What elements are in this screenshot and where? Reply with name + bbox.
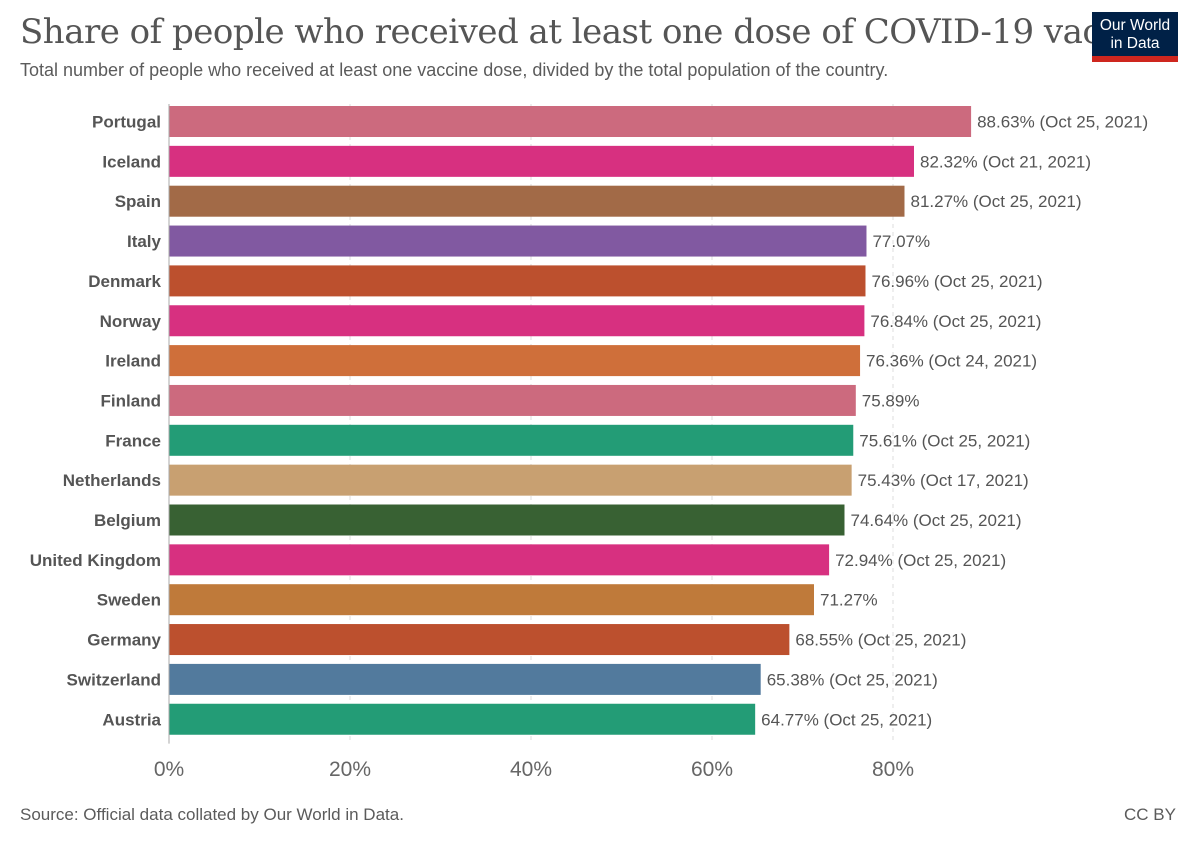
- bar: [169, 424, 854, 456]
- bar: [169, 106, 972, 137]
- category-label: United Kingdom: [30, 551, 161, 570]
- data-label: 75.61% (Oct 25, 2021): [859, 431, 1030, 450]
- data-label: 65.38% (Oct 25, 2021): [767, 670, 938, 689]
- data-label: 74.64% (Oct 25, 2021): [850, 511, 1021, 530]
- bar: [169, 384, 856, 416]
- category-label: Portugal: [92, 113, 161, 132]
- category-label: Norway: [100, 312, 162, 331]
- data-label: 81.27% (Oct 25, 2021): [910, 192, 1081, 211]
- x-tick-label: 80%: [872, 758, 914, 781]
- category-label: France: [105, 431, 161, 450]
- logo-line-2: in Data: [1110, 35, 1160, 52]
- bar: [169, 504, 845, 536]
- bar: [169, 185, 905, 217]
- x-tick-label: 60%: [691, 758, 733, 781]
- logo-line-1: Our World: [1099, 17, 1171, 34]
- category-label: Iceland: [102, 152, 161, 171]
- data-label: 76.84% (Oct 25, 2021): [870, 312, 1041, 331]
- chart-subtitle: Total number of people who received at l…: [20, 60, 889, 80]
- source-note[interactable]: Source: Official data collated by Our Wo…: [20, 805, 404, 824]
- bar: [169, 145, 914, 177]
- x-tick-label: 0%: [154, 758, 184, 781]
- category-label: Sweden: [97, 591, 161, 610]
- bar: [169, 305, 865, 337]
- data-label: 77.07%: [872, 232, 930, 251]
- category-label: Denmark: [88, 272, 161, 291]
- chart-title: Share of people who received at least on…: [20, 12, 1171, 52]
- category-label: Ireland: [105, 352, 161, 371]
- data-label: 88.63% (Oct 25, 2021): [977, 113, 1148, 132]
- category-label: Netherlands: [63, 471, 161, 490]
- data-label: 76.36% (Oct 24, 2021): [866, 352, 1037, 371]
- owid-logo[interactable]: Our World in Data: [1092, 12, 1178, 62]
- data-label: 75.43% (Oct 17, 2021): [858, 471, 1029, 490]
- bar: [169, 265, 866, 297]
- bar: [169, 464, 852, 496]
- data-label: 82.32% (Oct 21, 2021): [920, 152, 1091, 171]
- category-label: Switzerland: [67, 670, 161, 689]
- data-label: 75.89%: [862, 391, 920, 410]
- category-label: Italy: [127, 232, 162, 251]
- bar: [169, 544, 830, 576]
- x-tick-label: 20%: [329, 758, 371, 781]
- bar-chart: 0% 20% 40% 60% 80% Portugal 88.63% (Oct 25, 20…: [30, 104, 1148, 781]
- category-label: Finland: [101, 391, 161, 410]
- category-label: Austria: [102, 710, 161, 729]
- license-label[interactable]: CC BY: [1124, 805, 1176, 824]
- data-label: 71.27%: [820, 591, 878, 610]
- data-label: 64.77% (Oct 25, 2021): [761, 710, 932, 729]
- data-label: 76.96% (Oct 25, 2021): [871, 272, 1042, 291]
- bar: [169, 345, 861, 377]
- bar: [169, 703, 756, 735]
- category-label: Spain: [115, 192, 161, 211]
- category-label: Germany: [87, 631, 161, 650]
- bar: [169, 225, 867, 257]
- data-label: 68.55% (Oct 25, 2021): [795, 631, 966, 650]
- data-label: 72.94% (Oct 25, 2021): [835, 551, 1006, 570]
- category-label: Belgium: [94, 511, 161, 530]
- bar: [169, 663, 761, 695]
- bar: [169, 584, 814, 616]
- bar: [169, 624, 790, 656]
- x-tick-label: 40%: [510, 758, 552, 781]
